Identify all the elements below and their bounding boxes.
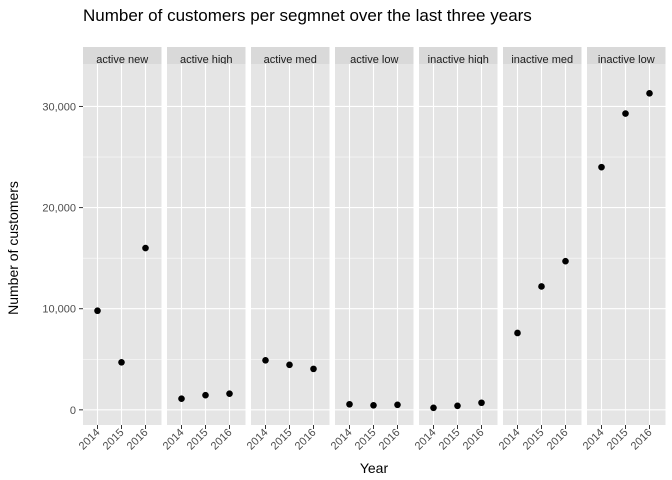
data-point: [430, 404, 437, 412]
facet-strip-label: inactive high: [428, 54, 489, 66]
y-axis-title: Number of customers: [5, 181, 21, 315]
x-tick-label: 2016: [461, 427, 487, 453]
data-point: [226, 390, 233, 397]
data-point: [346, 400, 353, 408]
x-tick-label: 2014: [413, 427, 439, 453]
panel-background: [419, 64, 498, 425]
data-point: [538, 283, 545, 290]
data-point: [262, 356, 269, 364]
data-point: [622, 110, 629, 117]
x-tick-label: 2016: [377, 427, 403, 453]
x-tick-label: 2015: [521, 427, 547, 453]
data-point: [142, 244, 149, 252]
x-tick-label: 2014: [77, 427, 103, 453]
x-tick-label: 2014: [329, 427, 355, 453]
x-tick-label: 2014: [497, 427, 523, 453]
chart-title: Number of customers per segmnet over the…: [83, 6, 532, 25]
x-tick-label: 2015: [101, 427, 127, 453]
data-point: [370, 401, 377, 409]
facet-strip-label: inactive low: [598, 54, 655, 66]
x-tick-label: 2015: [605, 427, 631, 453]
y-tick-label: 10,000: [42, 304, 76, 316]
data-point: [94, 307, 101, 315]
data-point: [562, 257, 569, 265]
panel-background: [503, 64, 582, 425]
x-tick-label: 2016: [209, 427, 235, 453]
panel-background: [251, 64, 330, 425]
facet-strip-label: active new: [96, 54, 148, 66]
data-point: [310, 365, 317, 373]
data-point: [646, 90, 653, 97]
facet-strip-label: active high: [180, 54, 233, 66]
x-tick-label: 2016: [545, 427, 571, 453]
y-tick-label: 20,000: [42, 203, 76, 215]
data-point: [286, 361, 293, 369]
panel-background: [167, 64, 246, 425]
x-axis-title: Year: [360, 460, 389, 476]
panel-background: [587, 64, 666, 425]
x-tick-label: 2015: [185, 427, 211, 453]
facet-strip-label: active low: [350, 54, 398, 66]
x-tick-label: 2016: [293, 427, 319, 453]
facet-strip-label: active med: [264, 54, 317, 66]
x-tick-label: 2016: [125, 427, 151, 453]
x-tick-label: 2014: [161, 427, 187, 453]
x-tick-label: 2014: [581, 427, 607, 453]
y-tick-label: 30,000: [42, 101, 76, 113]
data-point: [178, 395, 185, 403]
y-axis: 0 10,000 20,000 30,000: [42, 101, 83, 417]
x-tick-label: 2015: [269, 427, 295, 453]
data-point: [118, 359, 125, 366]
facet-strip-label: inactive med: [511, 54, 573, 66]
x-tick-label: 2016: [629, 427, 655, 453]
panel-background: [335, 64, 414, 425]
data-point: [394, 401, 401, 409]
x-tick-label: 2015: [353, 427, 379, 453]
panel-background: [83, 64, 162, 425]
data-point: [454, 402, 461, 410]
data-point: [202, 391, 209, 399]
y-tick-label: 0: [70, 405, 76, 417]
x-tick-label: 2015: [437, 427, 463, 453]
data-point: [598, 163, 605, 171]
data-point: [514, 329, 521, 337]
data-point: [478, 399, 485, 407]
x-tick-label: 2014: [245, 427, 271, 453]
